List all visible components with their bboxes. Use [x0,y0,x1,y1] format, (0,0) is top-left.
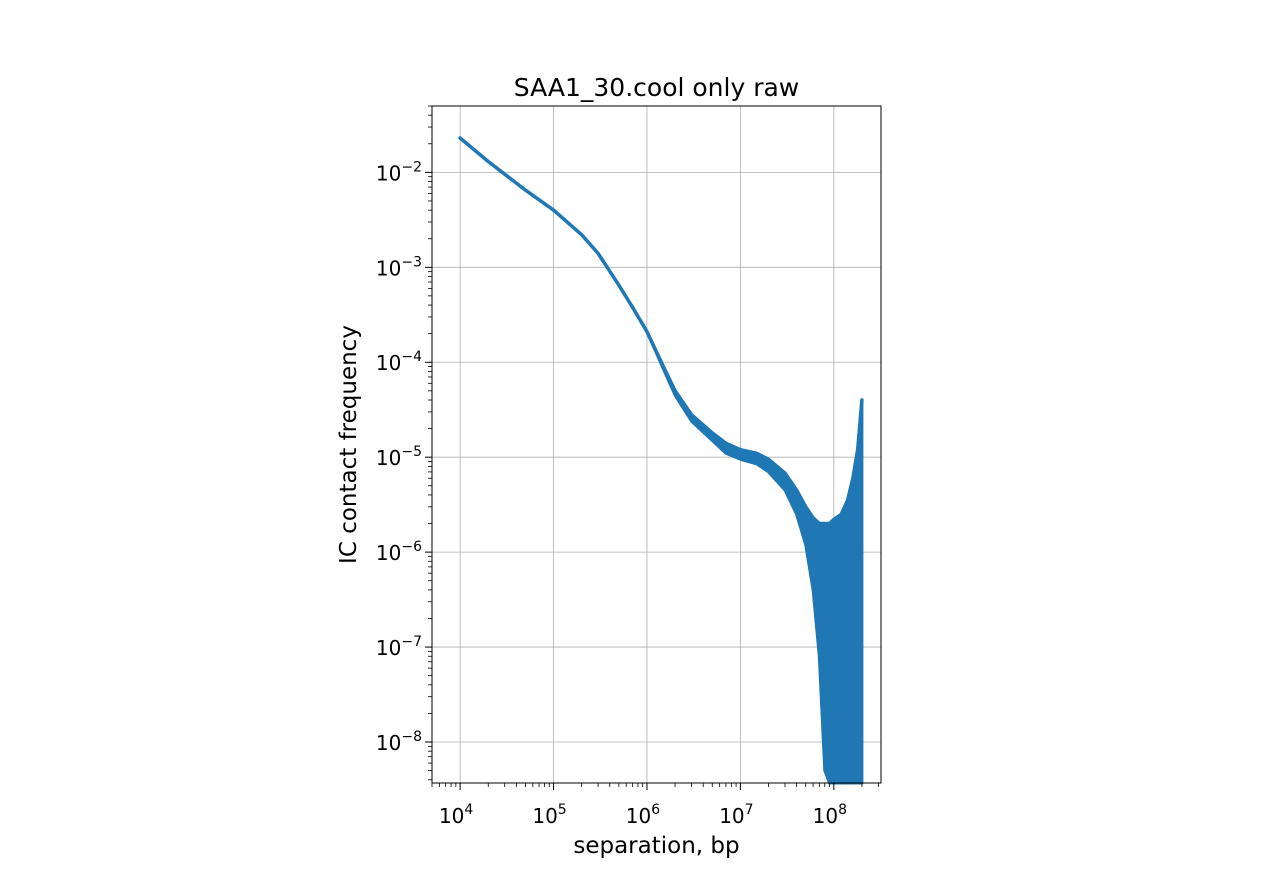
y-tick-label-exponent: −2 [401,159,422,175]
series-line [458,136,864,526]
x-tick-label-base: 10 [439,804,464,828]
chart-title: SAA1_30.cool only raw [514,73,800,102]
y-tick-label-exponent: −8 [401,729,422,745]
tick-labels: 104 105 106 107 10810−810−710−610−510−410−31… [376,159,847,828]
x-tick-label: 104 [439,802,473,828]
y-tick-label-exponent: −6 [401,539,422,555]
x-tick-label: 105 [532,802,566,828]
x-tick-label-base: 10 [719,804,744,828]
plot-area-frame [431,105,882,784]
x-tick-label-base: 10 [813,804,838,828]
y-tick-label-base: 10 [376,636,401,660]
x-tick-label: 107 [719,802,753,828]
data-layer [458,136,864,785]
y-tick-label-exponent: −4 [401,349,422,365]
x-tick-label: 108 [813,802,847,828]
y-tick-label: 10−5 [376,444,422,470]
y-tick-label-base: 10 [376,446,401,470]
x-tick-label-exponent: 5 [558,802,567,818]
y-tick-label-base: 10 [376,731,401,755]
y-tick-label-exponent: −3 [401,254,422,270]
y-tick-label: 10−3 [376,254,422,280]
y-tick-label: 10−2 [376,159,422,185]
y-tick-label: 10−4 [376,349,422,375]
x-axis-title: separation, bp [573,833,739,859]
y-tick-label-base: 10 [376,351,401,375]
y-tick-label: 10−8 [376,729,422,755]
x-tick-label-exponent: 7 [745,802,754,818]
x-tick-label-exponent: 4 [464,802,473,818]
y-tick-label: 10−7 [376,634,422,660]
y-tick-label-base: 10 [376,256,401,280]
y-axis-title: IC contact frequency [336,325,362,564]
y-tick-label-base: 10 [376,161,401,185]
x-tick-label-exponent: 6 [651,802,660,818]
x-tick-label-base: 10 [626,804,651,828]
grid-lines [432,106,881,783]
y-tick-label-base: 10 [376,541,401,565]
x-tick-label-exponent: 8 [838,802,847,818]
y-tick-label-exponent: −5 [401,444,422,460]
y-tick-label-exponent: −7 [401,634,422,650]
x-tick-label: 106 [626,802,660,828]
y-tick-label: 10−6 [376,539,422,565]
x-tick-label-base: 10 [532,804,557,828]
axis-ticks [425,105,879,790]
